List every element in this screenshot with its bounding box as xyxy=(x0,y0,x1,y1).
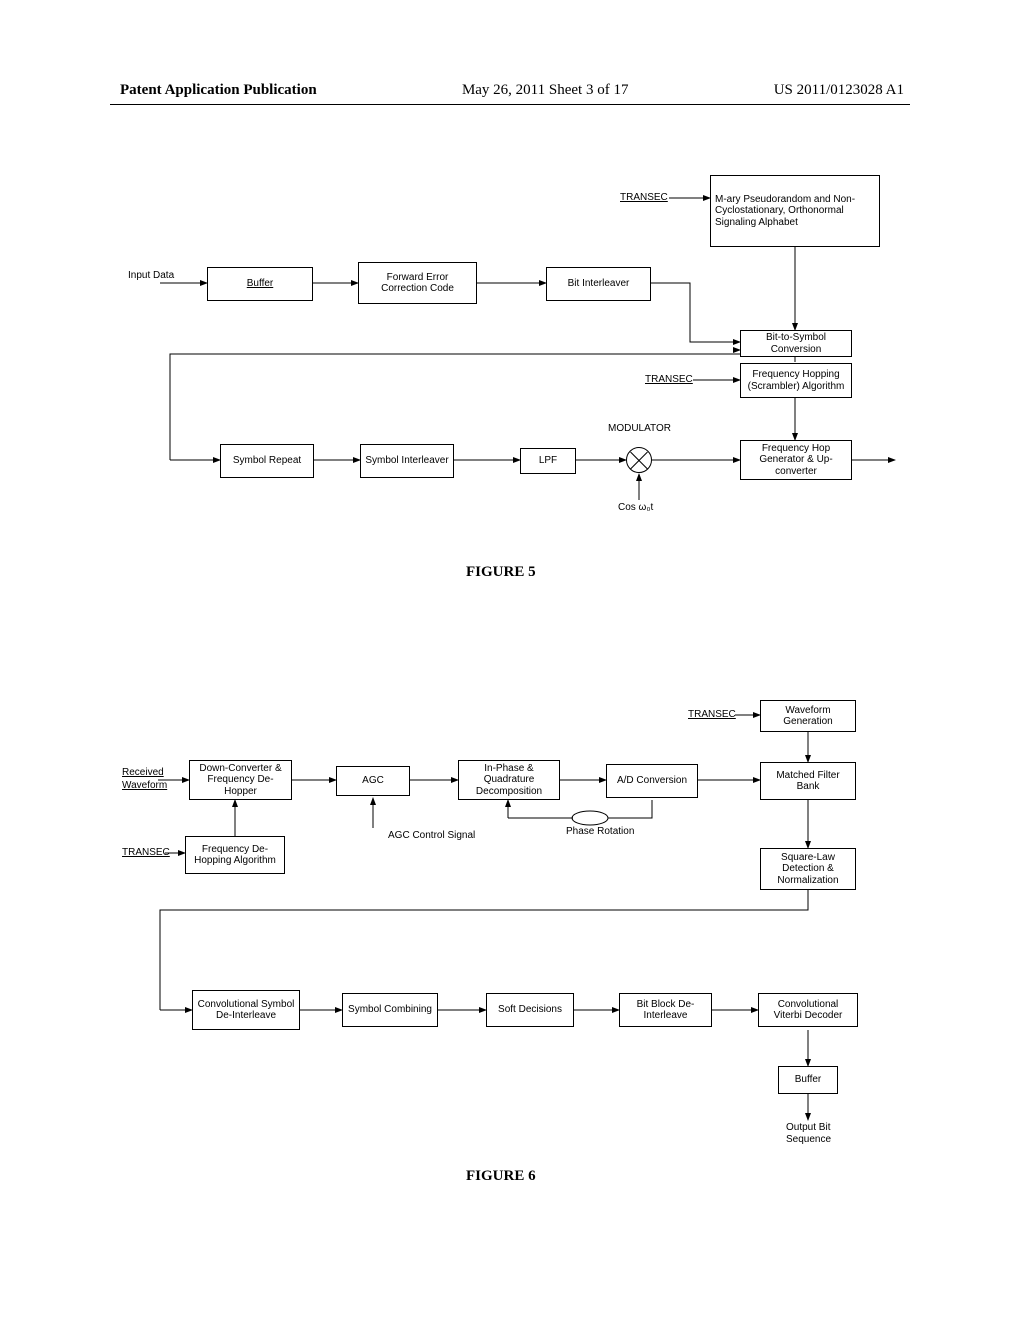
soft-decisions-box: Soft Decisions xyxy=(486,993,574,1027)
freq-hop-alg-box: Frequency Hopping (Scrambler) Algorithm xyxy=(740,363,852,398)
transec2-label: TRANSEC xyxy=(645,374,693,386)
wavegen-box: Waveform Generation xyxy=(760,700,856,732)
transec-top-label: TRANSEC xyxy=(688,709,736,721)
modulator-label: MODULATOR xyxy=(608,423,671,435)
fec-box: Forward Error Correction Code xyxy=(358,262,477,304)
lpf-box: LPF xyxy=(520,448,576,474)
mixer-icon xyxy=(626,447,652,473)
output-label: Output Bit Sequence xyxy=(786,1122,856,1145)
freq-dehop-alg-box: Frequency De-Hopping Algorithm xyxy=(185,836,285,874)
agc-ctrl-label: AGC Control Signal xyxy=(388,830,475,842)
square-law-box: Square-Law Detection & Normalization xyxy=(760,848,856,890)
transec1-label: TRANSEC xyxy=(620,192,668,204)
symbol-combining-box: Symbol Combining xyxy=(342,993,438,1027)
buffer-box: Buffer xyxy=(207,267,313,301)
fig5-connectors xyxy=(0,0,1024,600)
bit-block-deint-box: Bit Block De-Interleave xyxy=(619,993,712,1027)
matched-box: Matched Filter Bank xyxy=(760,762,856,800)
cosw0t-label: Cos ω₀t xyxy=(618,502,653,514)
transec-left-label: TRANSEC xyxy=(122,847,170,859)
freq-hop-gen-box: Frequency Hop Generator & Up-converter xyxy=(740,440,852,480)
conv-sym-deint-box: Convolutional Symbol De-Interleave xyxy=(192,990,300,1030)
bit-interleaver-box: Bit Interleaver xyxy=(546,267,651,301)
mary-box: M-ary Pseudorandom and Non-Cyclostationa… xyxy=(710,175,880,247)
iq-box: In-Phase & Quadrature Decomposition xyxy=(458,760,560,800)
phase-rotation-label: Phase Rotation xyxy=(566,826,634,838)
symbol-interleaver-box: Symbol Interleaver xyxy=(360,444,454,478)
input-data-label: Input Data xyxy=(128,270,174,282)
ad-box: A/D Conversion xyxy=(606,764,698,798)
figure-5: Input Data TRANSEC TRANSEC MODULATOR Cos… xyxy=(0,0,1024,600)
waveform-label: Waveform xyxy=(122,780,167,792)
fig6-caption: FIGURE 6 xyxy=(466,1168,536,1185)
agc-box: AGC xyxy=(336,766,410,796)
received-label: Received xyxy=(122,767,164,779)
viterbi-box: Convolutional Viterbi Decoder xyxy=(758,993,858,1027)
buffer-box-6: Buffer xyxy=(778,1066,838,1094)
symbol-repeat-box: Symbol Repeat xyxy=(220,444,314,478)
down-converter-box: Down-Converter & Frequency De-Hopper xyxy=(189,760,292,800)
fig5-caption: FIGURE 5 xyxy=(466,564,536,581)
figure-6: Received Waveform TRANSEC TRANSEC AGC Co… xyxy=(0,620,1024,1270)
bit-to-symbol-box: Bit-to-Symbol Conversion xyxy=(740,330,852,357)
